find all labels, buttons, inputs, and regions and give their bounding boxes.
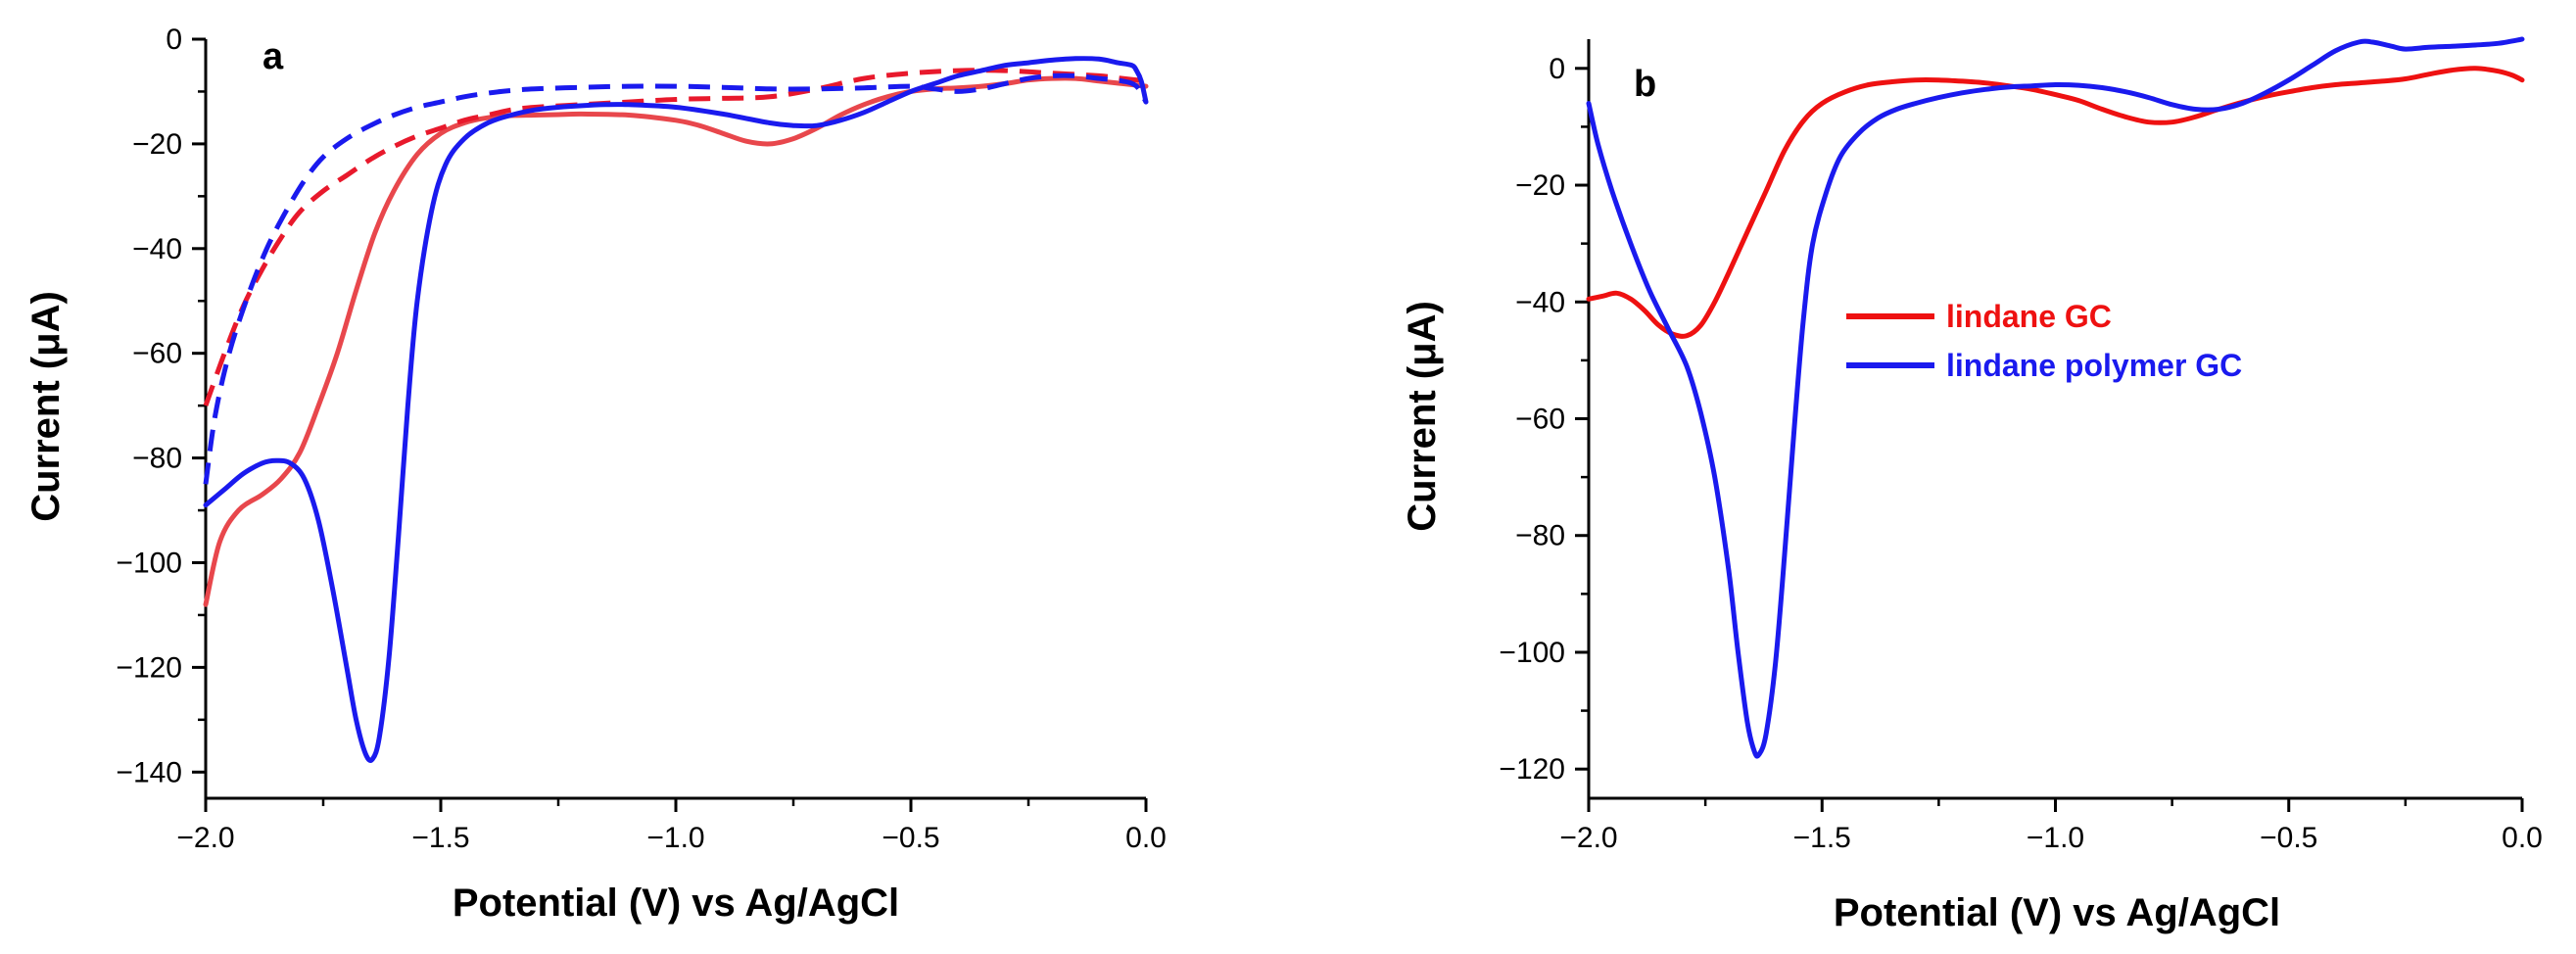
y-tick-label-b: −120 xyxy=(1499,753,1565,786)
x-tick-label-b: −0.5 xyxy=(2260,822,2317,854)
y-axis-title-b: Current (μA) xyxy=(1401,301,1444,532)
series-line-b-0 xyxy=(1586,66,2525,339)
x-tick-label-a: −0.5 xyxy=(882,822,939,854)
chart-panel-a: a Current (μA) Potential (V) vs Ag/AgCl … xyxy=(24,24,1167,925)
y-tick-label-a: −140 xyxy=(116,756,182,788)
y-tick-label-a: −120 xyxy=(116,651,182,684)
y-tick-label-a: −100 xyxy=(116,547,182,579)
y-tick-label-b: −100 xyxy=(1499,637,1565,669)
y-tick-label-a: 0 xyxy=(166,24,182,56)
x-tick-label-b: −1.5 xyxy=(1793,822,1851,854)
x-tick-label-b: −1.0 xyxy=(2027,822,2084,854)
x-axis-title-a: Potential (V) vs Ag/AgCl xyxy=(453,882,899,925)
panel-letter-a: a xyxy=(262,36,284,77)
y-tick-label-a: −60 xyxy=(132,338,182,370)
series-line-a-0 xyxy=(203,75,1149,607)
y-tick-label-b: −20 xyxy=(1515,169,1565,202)
y-tick-label-b: −60 xyxy=(1515,404,1565,436)
x-tick-label-a: −2.0 xyxy=(176,822,234,854)
x-tick-label-b: 0.0 xyxy=(2502,822,2543,854)
series-line-a-3 xyxy=(203,72,1149,485)
x-tick-label-a: −1.0 xyxy=(646,822,704,854)
chart-panel-b: b Current (μA) Potential (V) vs Ag/AgCl … xyxy=(1401,36,2543,934)
x-axis-title-b: Potential (V) vs Ag/AgCl xyxy=(1834,891,2280,934)
y-tick-label-a: −40 xyxy=(132,233,182,265)
y-tick-label-b: −80 xyxy=(1515,520,1565,552)
series-line-b-1 xyxy=(1586,36,2525,759)
legend-label-lindane-polymer-gc: lindane polymer GC xyxy=(1946,348,2242,383)
legend-b: lindane GC lindane polymer GC xyxy=(1846,299,2242,383)
y-axis-title-a: Current (μA) xyxy=(24,291,68,522)
series-line-a-2 xyxy=(203,56,1149,763)
y-tick-label-a: −20 xyxy=(132,128,182,161)
legend-label-lindane-gc: lindane GC xyxy=(1946,299,2112,334)
y-tick-label-a: −80 xyxy=(132,443,182,475)
y-tick-label-b: 0 xyxy=(1549,53,1565,85)
x-tick-label-b: −2.0 xyxy=(1559,822,1617,854)
y-tick-label-b: −40 xyxy=(1515,286,1565,318)
x-tick-label-a: 0.0 xyxy=(1125,822,1167,854)
panel-letter-b: b xyxy=(1634,64,1656,105)
series-line-a-1 xyxy=(203,68,1147,406)
x-tick-label-a: −1.5 xyxy=(411,822,469,854)
